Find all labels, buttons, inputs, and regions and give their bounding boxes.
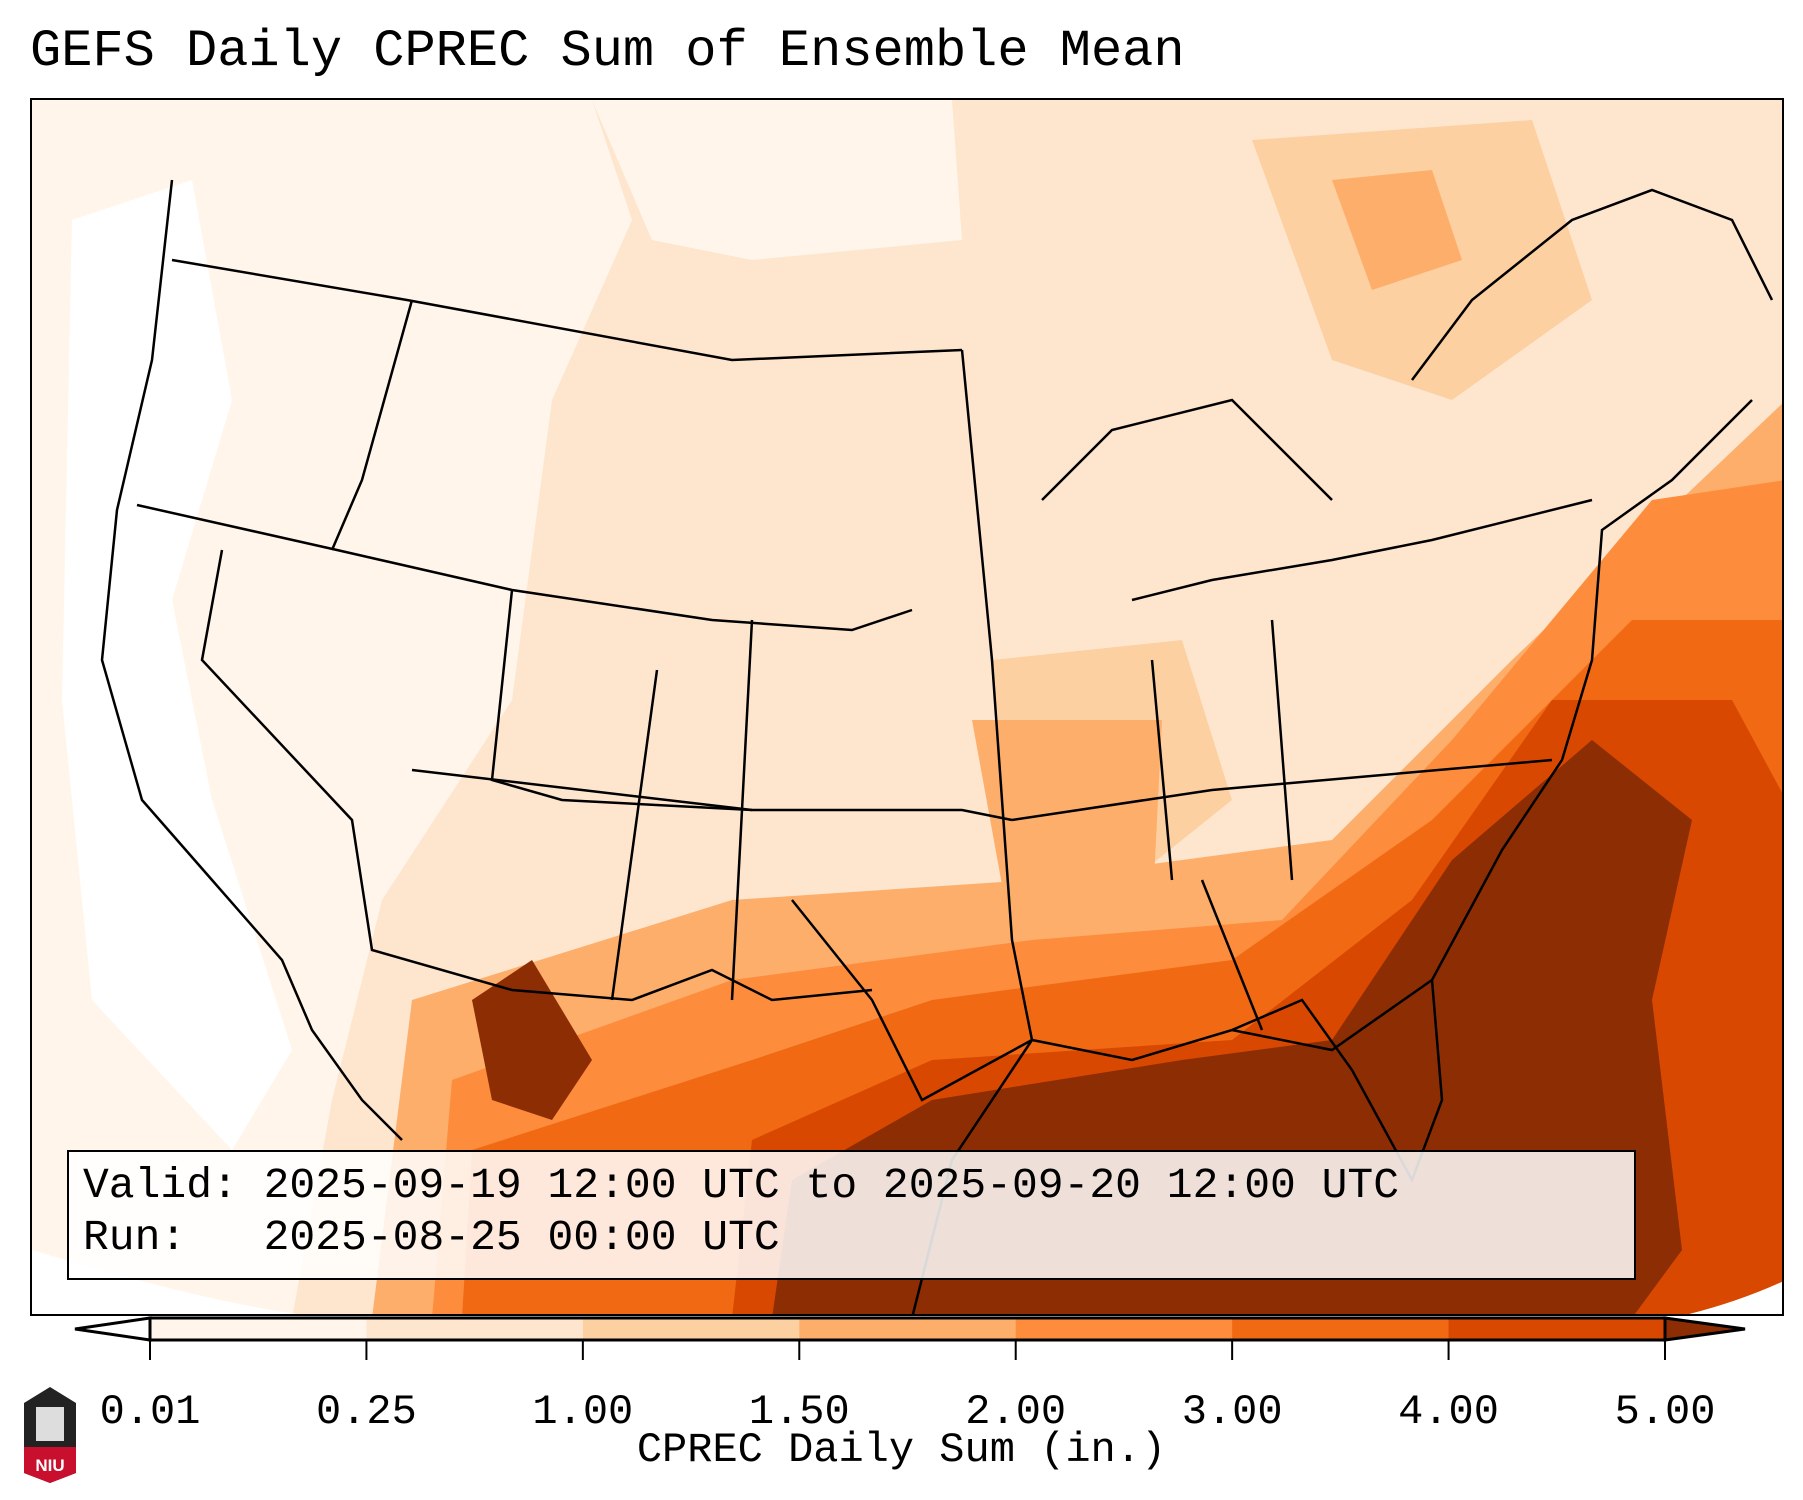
- colorbar-segment: [366, 1318, 584, 1340]
- colorbar-label: CPREC Daily Sum (in.): [636, 1426, 1167, 1474]
- valid-time-text: Valid: 2025-09-19 12:00 UTC to 2025-09-2…: [83, 1161, 1400, 1210]
- colorbar-segment: [1232, 1318, 1450, 1340]
- colorbar: [74, 1316, 1746, 1360]
- state-boundaries: [100, 179, 1774, 1314]
- colorbar-tick-label: 4.00: [1398, 1388, 1499, 1436]
- colorbar-tick-label: 1.50: [748, 1388, 850, 1436]
- chart-title: GEFS Daily CPREC Sum of Ensemble Mean: [30, 22, 1185, 81]
- colorbar-tick-label: 5.00: [1614, 1388, 1716, 1436]
- colorbar-segment: [1015, 1318, 1233, 1340]
- colorbar-tick-label: 3.00: [1181, 1388, 1283, 1436]
- colorbar-segment: [1448, 1318, 1666, 1340]
- precip-map: [30, 98, 1784, 1316]
- valid-run-info-box: Valid: 2025-09-19 12:00 UTC to 2025-09-2…: [67, 1150, 1636, 1280]
- run-time-text: Run: 2025-08-25 00:00 UTC: [83, 1213, 780, 1262]
- colorbar-segment: [582, 1318, 800, 1340]
- region-max-mexico: [472, 960, 592, 1120]
- colorbar-segment: [150, 1318, 367, 1340]
- colorbar-tick-label: 0.01: [99, 1388, 201, 1436]
- svg-text:NIU: NIU: [35, 1456, 64, 1475]
- colorbar-outline: [148, 1316, 1667, 1342]
- colorbar-tick-label: 2.00: [965, 1388, 1067, 1436]
- colorbar-tick-label: 1.00: [532, 1388, 634, 1436]
- region-light-north: [592, 100, 962, 260]
- colorbar-segment: [799, 1318, 1017, 1340]
- region-ne2: [1332, 170, 1462, 290]
- colorbar-tick-label: 0.25: [316, 1388, 417, 1436]
- colorbar-extend-under: [74, 1316, 152, 1342]
- colorbar-extend-over: [1663, 1316, 1746, 1342]
- niu-logo: NIU: [24, 1387, 76, 1483]
